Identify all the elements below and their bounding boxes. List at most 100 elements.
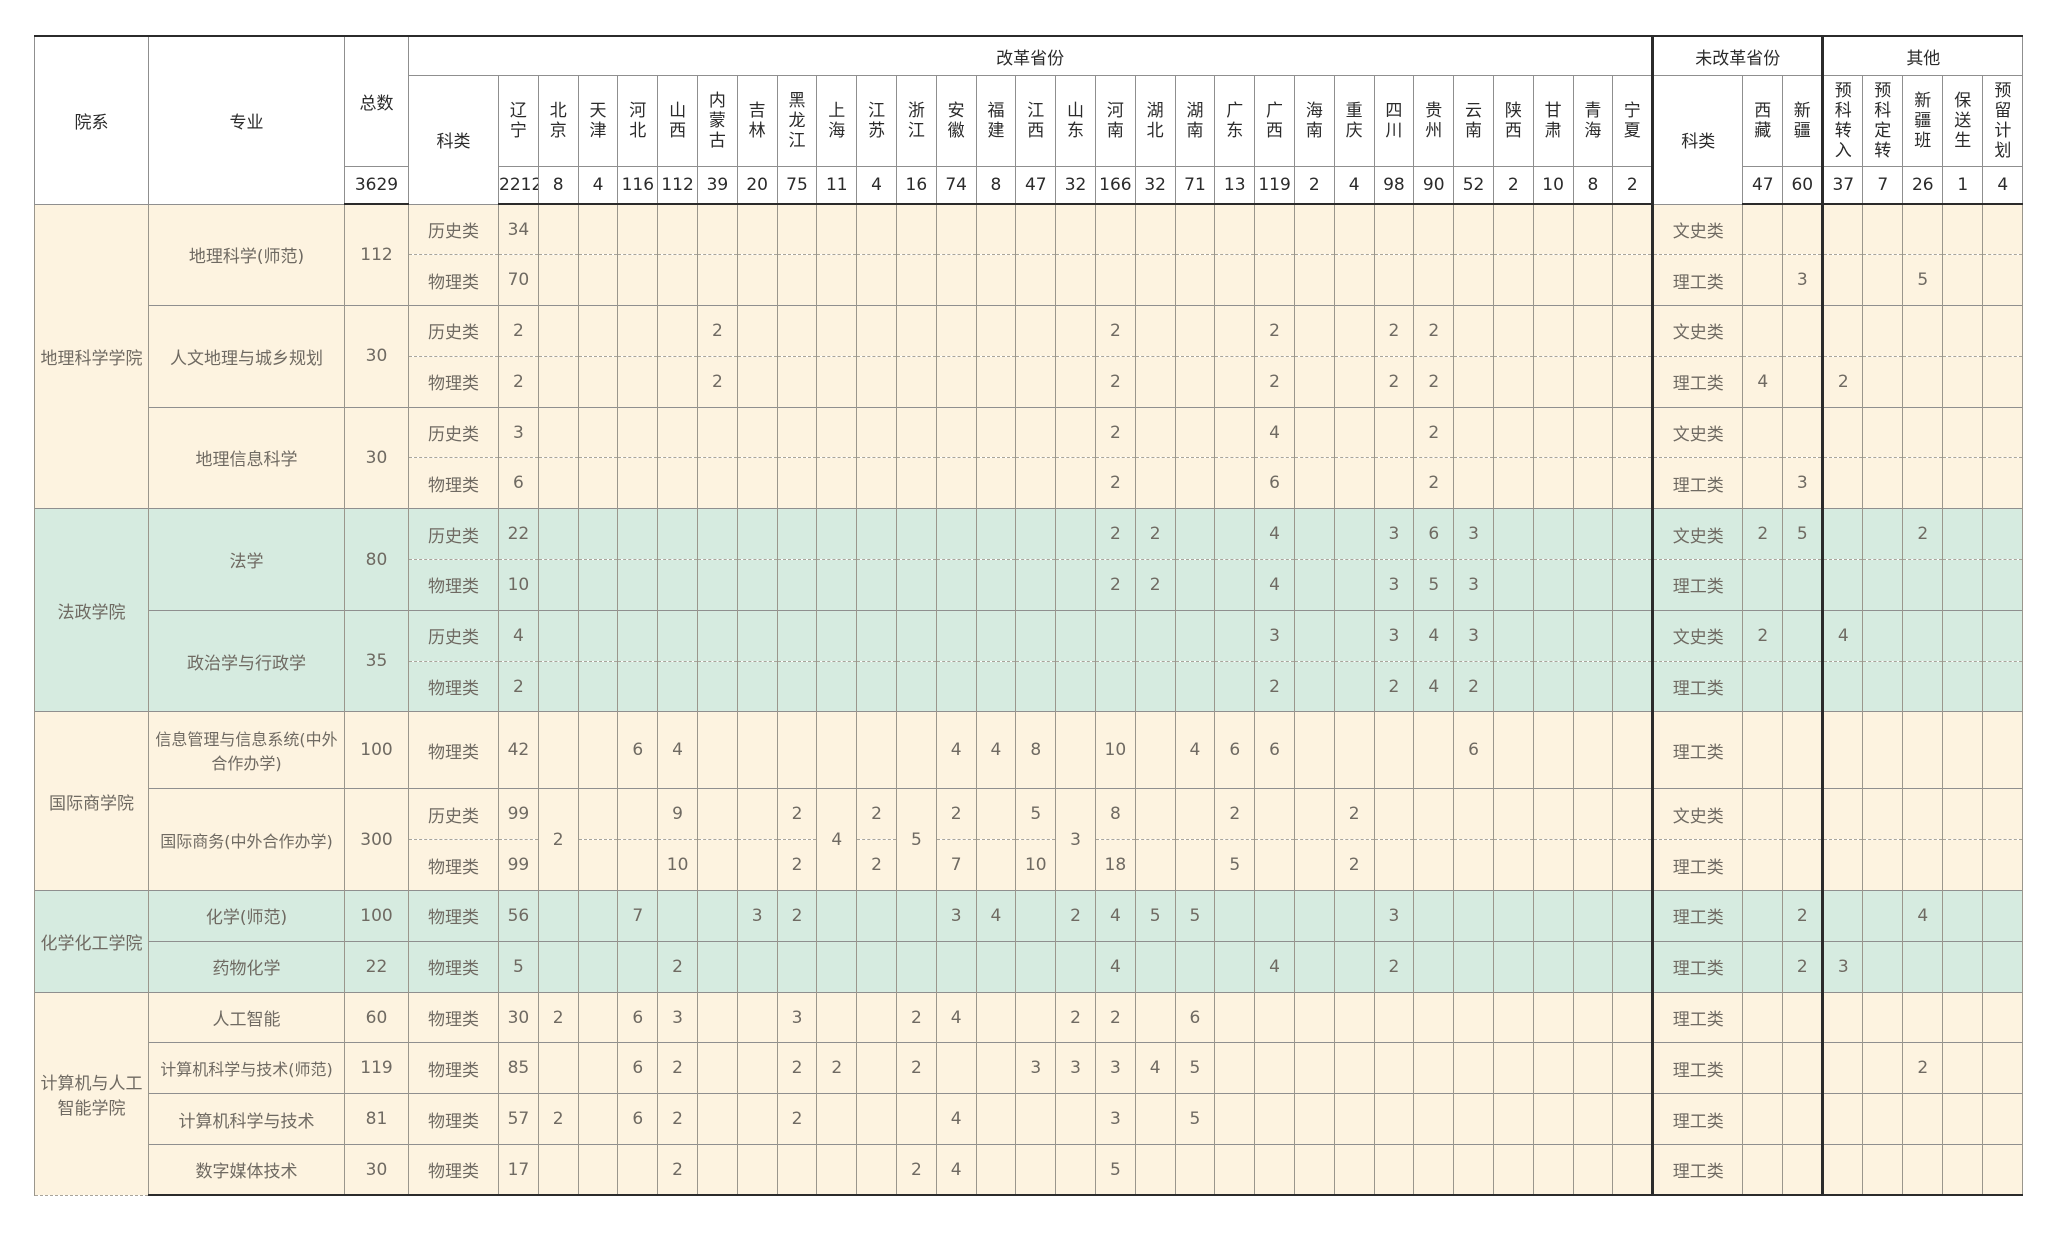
province-cell <box>1413 203 1455 256</box>
province-cell <box>1492 559 1534 611</box>
province-cell: 4 <box>816 788 858 892</box>
major-name: 计算机科学与技术(师范) <box>148 1042 345 1095</box>
province-cell: 10 <box>1094 711 1136 790</box>
province-cell <box>1532 890 1574 942</box>
category-cell: 物理类 <box>408 355 499 408</box>
province-cell <box>975 1093 1017 1146</box>
province-cell <box>1572 406 1614 459</box>
province-cell: 2 <box>657 1144 698 1197</box>
province-total: 2 <box>1492 166 1534 205</box>
province-cell: 2 <box>1094 991 1136 1044</box>
other-cell <box>1942 1093 1984 1146</box>
province-cell <box>1134 1093 1176 1146</box>
province-cell: 2 <box>776 788 818 841</box>
unreformed-cell <box>1742 559 1784 611</box>
province-cell <box>736 839 778 892</box>
college-name: 计算机与人工智能学院 <box>34 991 149 1196</box>
province-cell <box>1492 457 1534 510</box>
province-cell <box>1492 711 1534 790</box>
province-cell <box>537 660 579 713</box>
province-cell <box>1254 1093 1295 1146</box>
major-name: 国际商务(中外合作办学) <box>148 788 345 892</box>
other-cell <box>1821 711 1864 790</box>
header-unreformed-provinces: 未改革省份 <box>1651 35 1824 76</box>
province-cell <box>657 254 698 307</box>
province-cell: 2 <box>1094 559 1136 611</box>
province-cell: 5 <box>1174 1042 1216 1095</box>
category-unreformed-cell: 理工类 <box>1651 839 1744 892</box>
province-cell <box>1254 203 1295 256</box>
province-header: 黑龙江 <box>776 75 818 167</box>
province-cell <box>856 940 897 993</box>
other-cell <box>1821 406 1864 459</box>
province-cell: 6 <box>617 1093 659 1146</box>
province-cell <box>1453 1144 1494 1197</box>
province-cell <box>1134 711 1176 790</box>
table-row: 物理类 2 2 2 2 2 2 理工类 4 2 <box>35 355 2024 408</box>
province-cell <box>577 788 619 841</box>
province-total: 8 <box>1572 166 1614 205</box>
province-cell <box>577 406 619 459</box>
province-cell: 70 <box>498 254 539 307</box>
province-cell <box>1015 203 1057 256</box>
unreformed-cell <box>1782 355 1824 408</box>
province-cell <box>1532 254 1574 307</box>
province-cell <box>1612 839 1654 892</box>
other-total: 26 <box>1902 166 1944 205</box>
province-cell <box>736 305 778 357</box>
province-cell: 2 <box>1413 457 1455 510</box>
province-cell: 6 <box>1413 508 1455 561</box>
province-cell <box>1333 457 1375 510</box>
province-total: 4 <box>577 166 619 205</box>
other-cell <box>1821 660 1864 713</box>
province-cell <box>1174 839 1216 892</box>
province-cell <box>736 254 778 307</box>
province-cell <box>975 660 1017 713</box>
province-header: 山东 <box>1055 75 1096 167</box>
province-total: 8 <box>537 166 579 205</box>
province-cell <box>577 203 619 256</box>
province-cell <box>1134 406 1176 459</box>
province-header: 甘肃 <box>1532 75 1574 167</box>
province-header: 贵州 <box>1413 75 1455 167</box>
other-total: 7 <box>1862 166 1904 205</box>
province-cell <box>1214 305 1256 357</box>
province-cell <box>1612 940 1654 993</box>
province-cell <box>1373 711 1415 790</box>
unreformed-cell <box>1782 406 1824 459</box>
province-cell <box>776 660 818 713</box>
other-cell: 2 <box>1902 508 1944 561</box>
province-cell: 5 <box>1174 1093 1216 1146</box>
category-unreformed-cell: 文史类 <box>1651 508 1744 561</box>
province-cell <box>1532 457 1574 510</box>
province-cell <box>537 203 579 256</box>
other-cell <box>1942 660 1984 713</box>
province-cell <box>776 203 818 256</box>
college-name: 地理科学学院 <box>34 203 149 510</box>
province-cell: 2 <box>1094 406 1136 459</box>
province-cell <box>1572 940 1614 993</box>
province-cell <box>736 940 778 993</box>
province-cell <box>935 305 977 357</box>
province-cell <box>736 203 778 256</box>
province-cell <box>856 609 897 662</box>
province-cell <box>1612 508 1654 561</box>
unreformed-province-header: 西藏 <box>1742 75 1784 167</box>
province-cell <box>1254 991 1295 1044</box>
province-cell <box>1612 660 1654 713</box>
province-cell <box>895 609 937 662</box>
province-cell <box>577 839 619 892</box>
province-cell <box>1015 305 1057 357</box>
province-cell <box>1333 355 1375 408</box>
province-cell <box>577 1093 619 1146</box>
province-cell <box>696 203 738 256</box>
province-cell <box>657 890 698 942</box>
province-cell: 42 <box>498 711 539 790</box>
province-cell <box>1214 1042 1256 1095</box>
province-cell <box>1015 355 1057 408</box>
province-cell: 4 <box>657 711 698 790</box>
other-cell <box>1821 1042 1864 1095</box>
unreformed-province-header: 新疆 <box>1782 75 1824 167</box>
province-cell <box>1453 890 1494 942</box>
category-unreformed-cell: 理工类 <box>1651 991 1744 1044</box>
